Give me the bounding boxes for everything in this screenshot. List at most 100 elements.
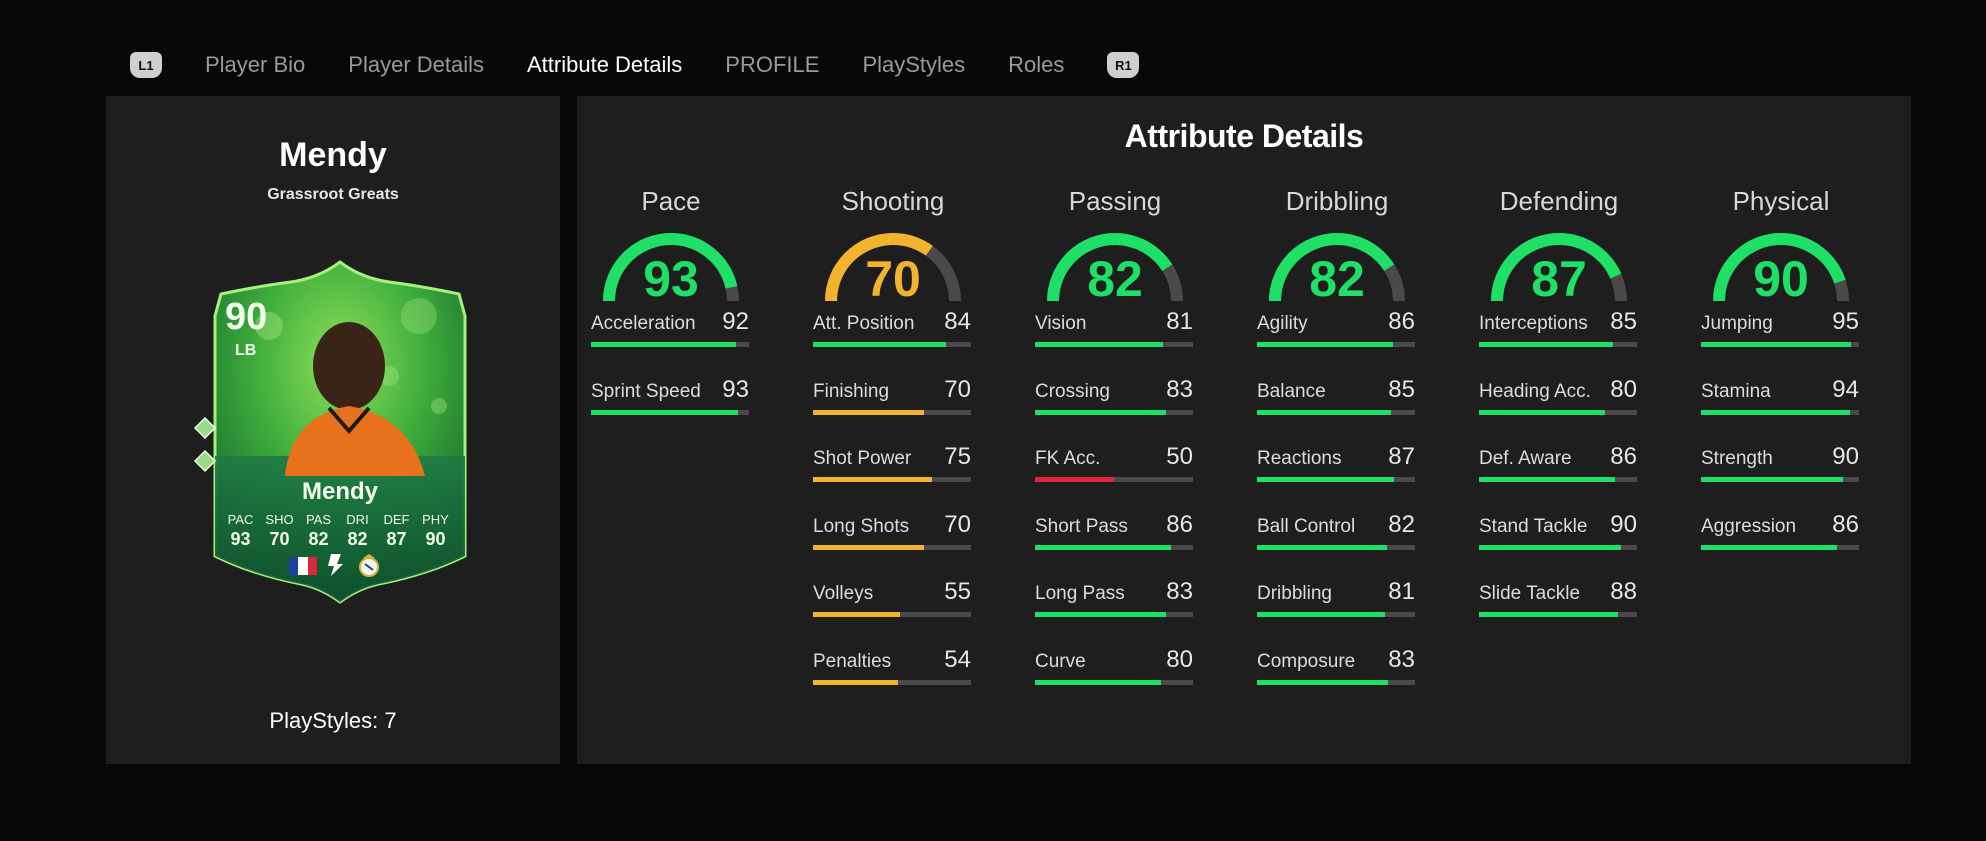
category-name: Dribbling bbox=[1285, 186, 1389, 216]
stat-value: 86 bbox=[1166, 510, 1193, 538]
stat-bar-fill bbox=[1479, 612, 1619, 617]
gauge-fill bbox=[1269, 233, 1405, 302]
gauge-arc bbox=[825, 233, 961, 302]
stat-aggression[interactable]: Aggression 86 bbox=[1701, 511, 1859, 550]
tab-player-details[interactable]: Player Details bbox=[348, 52, 484, 77]
stat-strength[interactable]: Strength 90 bbox=[1701, 443, 1859, 482]
stat-bar-track bbox=[1257, 477, 1415, 482]
gauge-arc bbox=[1713, 233, 1849, 302]
stat-name: Strength bbox=[1701, 448, 1773, 469]
stat-bar-track bbox=[1701, 477, 1859, 482]
stat-fk-acc[interactable]: FK Acc. 50 bbox=[1035, 443, 1193, 482]
stat-value: 81 bbox=[1388, 578, 1415, 605]
stat-name: Shot Power bbox=[813, 448, 912, 469]
stat-crossing[interactable]: Crossing 83 bbox=[1035, 376, 1193, 415]
stat-agility[interactable]: Agility 86 bbox=[1257, 308, 1415, 347]
stat-value: 90 bbox=[1832, 443, 1859, 470]
category-name: Defending bbox=[1499, 186, 1619, 216]
player-name: Mendy bbox=[279, 136, 387, 174]
gauge-arc bbox=[1269, 233, 1405, 302]
stat-value: 81 bbox=[1166, 308, 1193, 335]
stat-name: Dribbling bbox=[1257, 583, 1332, 604]
tab-profile[interactable]: PROFILE bbox=[725, 52, 820, 77]
stat-value: 95 bbox=[1832, 308, 1859, 335]
card-position: LB bbox=[235, 342, 257, 359]
stat-slide-tackle[interactable]: Slide Tackle 88 bbox=[1479, 578, 1637, 617]
category-rating: 87 bbox=[1531, 251, 1587, 307]
stat-bar-track bbox=[1479, 409, 1637, 415]
stat-long-shots[interactable]: Long Shots 70 bbox=[813, 511, 971, 550]
stat-name: Stamina bbox=[1701, 380, 1771, 402]
stat-bar-fill bbox=[1257, 544, 1387, 550]
stat-shot-power[interactable]: Shot Power 75 bbox=[813, 443, 971, 482]
card-stat: SHO 70 bbox=[265, 512, 294, 549]
stat-bar-track bbox=[1257, 409, 1415, 415]
stat-name: Vision bbox=[1035, 313, 1087, 334]
stat-def-aware[interactable]: Def. Aware 86 bbox=[1479, 443, 1637, 482]
player-card[interactable]: 90 LB Mendy PAC 93 SHO 70 PAS 82 DRI 82 DEF 8… bbox=[193, 256, 481, 604]
stat-bar-fill bbox=[813, 342, 946, 347]
stat-vision[interactable]: Vision 81 bbox=[1035, 308, 1193, 347]
stat-name: Stand Tackle bbox=[1479, 515, 1588, 537]
stat-bar-track bbox=[813, 342, 971, 347]
gauge-arc bbox=[1491, 233, 1627, 302]
gauge-fill bbox=[603, 233, 739, 302]
stat-jumping[interactable]: Jumping 95 bbox=[1701, 308, 1859, 347]
stat-acceleration[interactable]: Acceleration 92 bbox=[591, 308, 749, 347]
tab-roles[interactable]: Roles bbox=[1008, 52, 1065, 77]
stat-balance[interactable]: Balance 85 bbox=[1257, 376, 1415, 415]
stat-att-position[interactable]: Att. Position 84 bbox=[813, 308, 971, 347]
stat-composure[interactable]: Composure 83 bbox=[1257, 646, 1415, 685]
stat-value: 80 bbox=[1166, 645, 1193, 673]
stat-value: 82 bbox=[1388, 510, 1415, 538]
gauge-arc bbox=[1047, 233, 1183, 302]
stat-bar-track bbox=[1479, 612, 1637, 617]
stat-bar-track bbox=[1701, 409, 1859, 415]
stat-name: Jumping bbox=[1701, 313, 1773, 334]
stat-bar-fill bbox=[591, 409, 738, 415]
stat-bar-fill bbox=[1035, 477, 1114, 482]
r1-bumper-icon[interactable]: R1 bbox=[1107, 52, 1140, 78]
stat-value: 84 bbox=[944, 308, 971, 335]
category-physical: Physical 90 bbox=[1701, 186, 1861, 307]
stat-name: Reactions bbox=[1257, 448, 1342, 469]
stat-bar-track bbox=[1257, 342, 1415, 347]
l1-bumper-icon[interactable]: L1 bbox=[130, 52, 162, 78]
stat-bar-track bbox=[1257, 679, 1415, 685]
tab-playstyles[interactable]: PlayStyles bbox=[862, 52, 966, 77]
stat-reactions[interactable]: Reactions 87 bbox=[1257, 443, 1415, 482]
stat-long-pass[interactable]: Long Pass 83 bbox=[1035, 578, 1193, 617]
stat-name: Composure bbox=[1257, 650, 1356, 672]
stat-ball-control[interactable]: Ball Control 82 bbox=[1257, 511, 1415, 550]
stat-finishing[interactable]: Finishing 70 bbox=[813, 376, 971, 415]
stat-volleys[interactable]: Volleys 55 bbox=[813, 578, 971, 617]
stat-bar-track bbox=[813, 612, 971, 617]
stat-name: Finishing bbox=[813, 380, 890, 402]
stat-value: 85 bbox=[1610, 308, 1637, 335]
stat-bar-track bbox=[1035, 679, 1193, 685]
stat-dribbling[interactable]: Dribbling 81 bbox=[1257, 578, 1415, 617]
category-name: Pace bbox=[641, 186, 701, 216]
stat-bar-track bbox=[1257, 612, 1415, 617]
stat-sprint-speed[interactable]: Sprint Speed 93 bbox=[591, 376, 749, 415]
stat-name: Short Pass bbox=[1035, 515, 1128, 537]
card-campaign-name: Grassroot Greats bbox=[267, 186, 399, 203]
stat-curve[interactable]: Curve 80 bbox=[1035, 646, 1193, 685]
stat-heading-acc[interactable]: Heading Acc. 80 bbox=[1479, 376, 1637, 415]
stat-stand-tackle[interactable]: Stand Tackle 90 bbox=[1479, 511, 1637, 550]
stat-name: Interceptions bbox=[1479, 313, 1588, 334]
stat-interceptions[interactable]: Interceptions 85 bbox=[1479, 308, 1637, 347]
stat-short-pass[interactable]: Short Pass 86 bbox=[1035, 511, 1193, 550]
stat-value: 86 bbox=[1832, 510, 1859, 538]
category-rating: 93 bbox=[643, 251, 699, 307]
stat-bar-track bbox=[813, 679, 971, 685]
stat-name: Aggression bbox=[1701, 515, 1797, 537]
stat-value: 85 bbox=[1388, 375, 1415, 403]
stat-value: 80 bbox=[1610, 375, 1637, 403]
category-pace: Pace 93 bbox=[591, 186, 751, 307]
tab-attribute-details[interactable]: Attribute Details bbox=[527, 52, 683, 77]
tab-player-bio[interactable]: Player Bio bbox=[205, 52, 306, 77]
stat-penalties[interactable]: Penalties 54 bbox=[813, 646, 971, 685]
stat-stamina[interactable]: Stamina 94 bbox=[1701, 376, 1859, 415]
stat-bar-track bbox=[1479, 477, 1637, 482]
